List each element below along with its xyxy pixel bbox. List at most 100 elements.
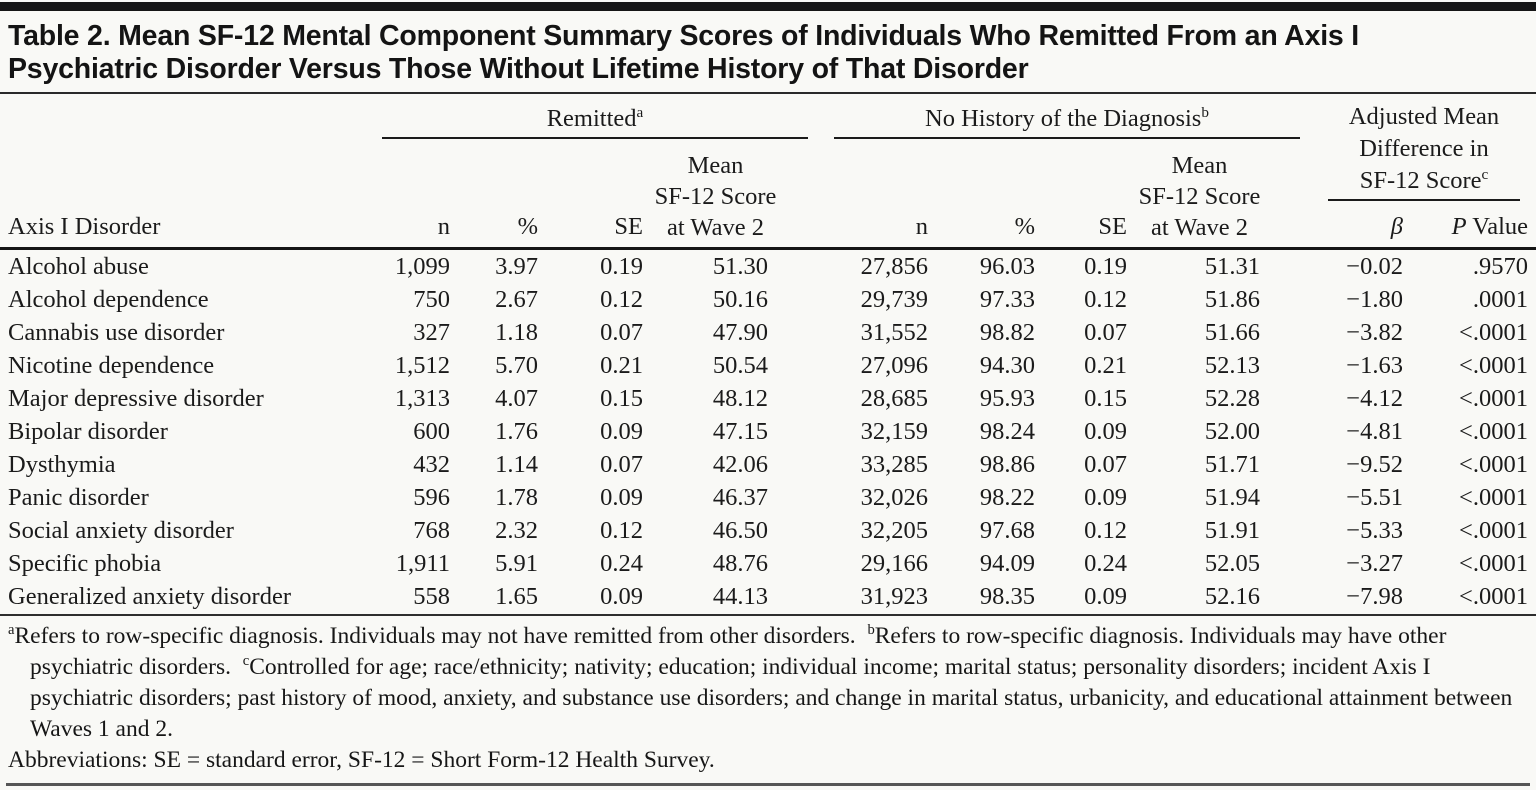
cell-remitted-pct: 2.32 <box>495 517 538 544</box>
bottom-rule <box>6 783 1530 786</box>
beta-pvalue-header-row: β P Value <box>1272 210 1528 243</box>
cell-beta: −5.51 <box>1346 484 1403 511</box>
cell-remitted-mean: 50.16 <box>712 286 768 313</box>
cell-remitted-n: 596 <box>413 484 450 511</box>
footnotes: aRefers to row-specific diagnosis. Indiv… <box>0 616 1536 776</box>
cell-nohistory-mean: 51.94 <box>1204 484 1260 511</box>
cell-nohistory-pct: 98.82 <box>979 319 1035 346</box>
cell-nohistory-se: 0.09 <box>1084 484 1127 511</box>
column-header-nohistory-se: SE <box>1098 213 1127 240</box>
column-header-remitted-n: n <box>437 213 450 240</box>
cell-p-value: <.0001 <box>1459 319 1528 346</box>
table-row: Alcohol dependence 750 2.67 0.12 50.16 2… <box>0 283 1536 316</box>
table-title: Table 2. Mean SF-12 Mental Component Sum… <box>0 11 1536 94</box>
column-header-nohistory-pct: % <box>1014 213 1035 240</box>
cell-remitted-n: 1,512 <box>394 352 450 379</box>
cell-nohistory-pct: 95.93 <box>979 385 1035 412</box>
cell-remitted-se: 0.09 <box>600 583 643 610</box>
cell-disorder: Alcohol dependence <box>8 286 209 313</box>
cell-disorder: Panic disorder <box>8 484 149 511</box>
cell-remitted-pct: 1.76 <box>495 418 538 445</box>
footnote-marker-c: c <box>1481 165 1489 183</box>
cell-nohistory-mean: 52.28 <box>1204 385 1260 412</box>
cell-remitted-mean: 44.13 <box>712 583 768 610</box>
cell-nohistory-mean: 52.00 <box>1204 418 1260 445</box>
cell-remitted-pct: 1.78 <box>495 484 538 511</box>
cell-nohistory-n: 31,923 <box>860 583 928 610</box>
cell-remitted-n: 768 <box>413 517 450 544</box>
cell-remitted-pct: 2.67 <box>495 286 538 313</box>
cell-remitted-pct: 5.70 <box>495 352 538 379</box>
cell-p-value: <.0001 <box>1459 418 1528 445</box>
group-header-no-history: No History of the Diagnosisb <box>834 101 1300 139</box>
top-black-bar <box>0 2 1536 11</box>
group-header-no-history-label: No History of the Diagnosis <box>925 105 1202 132</box>
cell-nohistory-n: 31,552 <box>860 319 928 346</box>
group-header-adjusted-mean-difference: Adjusted Mean Difference in SF-12 Scorec… <box>1272 101 1528 243</box>
column-header-axis-disorder: Axis I Disorder <box>8 213 161 240</box>
footnote-marker-a: a <box>636 103 644 121</box>
group-header-remitted: Remitteda <box>382 101 808 139</box>
cell-beta: −4.12 <box>1346 385 1403 412</box>
cell-beta: −3.27 <box>1346 550 1403 577</box>
cell-disorder: Social anxiety disorder <box>8 517 234 544</box>
cell-nohistory-pct: 97.68 <box>979 517 1035 544</box>
cell-disorder: Major depressive disorder <box>8 385 264 412</box>
cell-nohistory-se: 0.12 <box>1084 286 1127 313</box>
cell-remitted-n: 600 <box>413 418 450 445</box>
cell-nohistory-mean: 52.16 <box>1204 583 1260 610</box>
cell-nohistory-se: 0.19 <box>1084 253 1127 280</box>
table-body: Alcohol abuse 1,099 3.97 0.19 51.30 27,8… <box>0 250 1536 616</box>
cell-disorder: Cannabis use disorder <box>8 319 225 346</box>
footnote-b-text: Refers to row-specific diagnosis. Indivi… <box>30 623 1447 680</box>
cell-remitted-se: 0.12 <box>600 517 643 544</box>
table-row: Cannabis use disorder 327 1.18 0.07 47.9… <box>0 316 1536 349</box>
cell-remitted-mean: 42.06 <box>712 451 768 478</box>
cell-nohistory-n: 29,739 <box>860 286 928 313</box>
footnote-marker-b: b <box>1201 103 1209 121</box>
cell-beta: −1.63 <box>1346 352 1403 379</box>
table-row: Major depressive disorder 1,313 4.07 0.1… <box>0 382 1536 415</box>
table-title-line1: Table 2. Mean SF-12 Mental Component Sum… <box>8 20 1360 52</box>
cell-remitted-mean: 51.30 <box>712 253 768 280</box>
cell-remitted-pct: 3.97 <box>495 253 538 280</box>
cell-remitted-se: 0.24 <box>600 550 643 577</box>
cell-p-value: <.0001 <box>1459 385 1528 412</box>
cell-p-value: <.0001 <box>1459 451 1528 478</box>
cell-remitted-n: 1,099 <box>394 253 450 280</box>
cell-nohistory-pct: 94.30 <box>979 352 1035 379</box>
cell-disorder: Dysthymia <box>8 451 116 478</box>
cell-beta: −0.02 <box>1346 253 1403 280</box>
column-header-nohistory-mean: Mean SF-12 Score at Wave 2 <box>1138 152 1261 241</box>
cell-nohistory-se: 0.12 <box>1084 517 1127 544</box>
cell-remitted-mean: 46.37 <box>712 484 768 511</box>
cell-nohistory-mean: 51.66 <box>1204 319 1260 346</box>
table-title-line2: Psychiatric Disorder Versus Those Withou… <box>8 53 1029 85</box>
cell-remitted-n: 432 <box>413 451 450 478</box>
footnote-a-text: Refers to row-specific diagnosis. Indivi… <box>14 623 868 649</box>
column-header-remitted-se: SE <box>614 213 643 240</box>
cell-remitted-pct: 1.65 <box>495 583 538 610</box>
column-header-p-value: P Value <box>1451 213 1528 240</box>
cell-p-value: <.0001 <box>1459 583 1528 610</box>
footnote-c-marker: c <box>242 653 250 670</box>
cell-disorder: Alcohol abuse <box>8 253 149 280</box>
group-header-remitted-label: Remitted <box>546 105 637 132</box>
cell-nohistory-se: 0.09 <box>1084 418 1127 445</box>
cell-nohistory-pct: 94.09 <box>979 550 1035 577</box>
table-row: Specific phobia 1,911 5.91 0.24 48.76 29… <box>0 547 1536 580</box>
cell-nohistory-se: 0.07 <box>1084 319 1127 346</box>
cell-remitted-mean: 47.15 <box>712 418 768 445</box>
cell-nohistory-n: 32,205 <box>860 517 928 544</box>
cell-remitted-mean: 47.90 <box>712 319 768 346</box>
cell-remitted-se: 0.19 <box>600 253 643 280</box>
table-row: Dysthymia 432 1.14 0.07 42.06 33,285 98.… <box>0 448 1536 481</box>
cell-nohistory-n: 27,096 <box>860 352 928 379</box>
cell-nohistory-pct: 98.24 <box>979 418 1035 445</box>
cell-nohistory-pct: 98.86 <box>979 451 1035 478</box>
table-row: Nicotine dependence 1,512 5.70 0.21 50.5… <box>0 349 1536 382</box>
footnote-b-marker: b <box>867 622 875 639</box>
cell-remitted-mean: 50.54 <box>712 352 768 379</box>
cell-nohistory-se: 0.07 <box>1084 451 1127 478</box>
cell-remitted-se: 0.15 <box>600 385 643 412</box>
